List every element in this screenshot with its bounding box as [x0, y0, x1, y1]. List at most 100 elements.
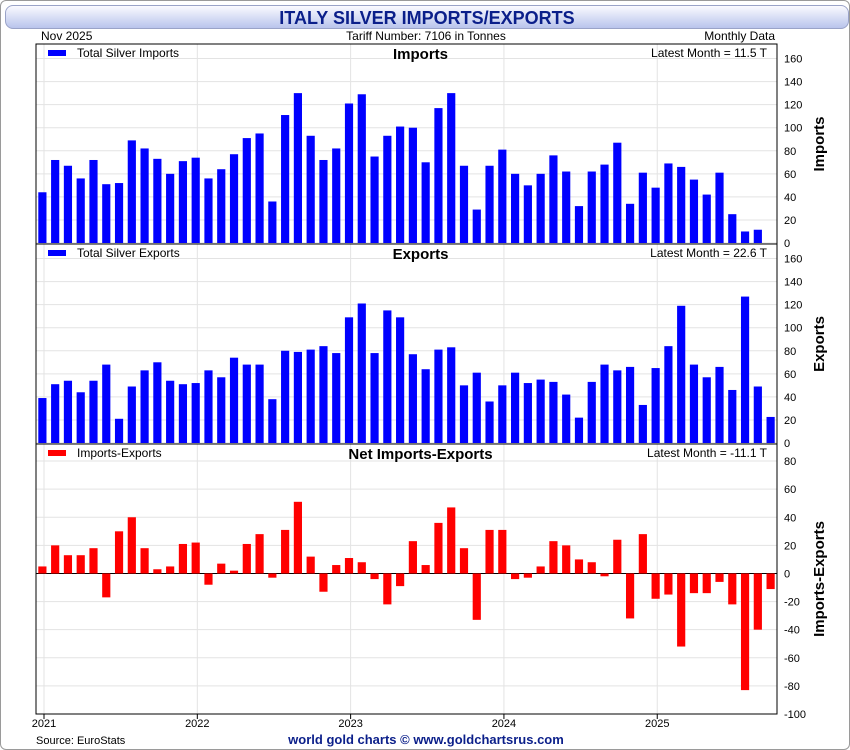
bar-imports: [370, 156, 379, 243]
x-tick-label: 2023: [338, 718, 362, 730]
x-tick-label: 2025: [645, 718, 669, 730]
bar-imports: [166, 173, 175, 243]
bar-imports: [485, 165, 494, 243]
bar-net: [293, 501, 302, 574]
bar-exports: [76, 392, 85, 443]
bar-imports: [281, 115, 290, 243]
bar-net: [178, 543, 188, 574]
legend-swatch-net: [48, 450, 66, 456]
bar-imports: [383, 135, 392, 243]
bar-exports: [51, 384, 60, 443]
bar-imports: [536, 173, 545, 243]
bar-exports: [600, 364, 609, 443]
bar-imports: [689, 179, 699, 243]
bar-exports: [242, 364, 251, 443]
bar-exports: [434, 349, 443, 443]
bar-net: [715, 573, 724, 582]
bar-exports: [370, 353, 379, 443]
y-axis-label-imports: Imports: [811, 116, 828, 171]
bar-net: [166, 566, 175, 574]
bar-net: [370, 573, 379, 580]
y-tick-label: 60: [784, 484, 796, 496]
bar-imports: [76, 178, 85, 243]
bar-exports: [753, 386, 762, 443]
bar-net: [268, 573, 277, 578]
bar-exports: [562, 394, 571, 443]
title-bar: ITALY SILVER IMPORTS/EXPORTS: [5, 5, 849, 29]
bar-exports: [357, 303, 366, 443]
y-tick-label: 80: [784, 346, 796, 358]
y-tick-label: -100: [784, 709, 806, 721]
bar-imports: [357, 94, 366, 243]
bar-exports: [396, 317, 405, 443]
bar-net: [549, 541, 558, 574]
bar-imports: [549, 155, 558, 243]
panel-title-exports: Exports: [393, 246, 449, 263]
bar-imports: [268, 201, 277, 243]
bar-exports: [472, 372, 481, 443]
legend-label-imports: Total Silver Imports: [77, 46, 179, 60]
bar-net: [114, 531, 124, 574]
bar-exports: [63, 380, 73, 443]
bar-net: [498, 529, 507, 574]
bar-exports: [191, 383, 200, 443]
bar-exports: [511, 372, 520, 443]
y-tick-label: 120: [784, 100, 802, 112]
bar-net: [281, 529, 290, 574]
bar-exports: [664, 346, 673, 443]
y-tick-label: 20: [784, 215, 796, 227]
bar-exports: [766, 416, 775, 443]
bar-net: [344, 558, 354, 574]
bar-net: [434, 522, 443, 574]
latest-month-net: Latest Month = -11.1 T: [647, 446, 768, 460]
bar-net: [472, 573, 481, 620]
bar-net: [600, 573, 609, 577]
bar-exports: [383, 310, 392, 443]
bar-exports: [421, 369, 430, 443]
bar-exports: [166, 380, 175, 443]
bar-exports: [204, 370, 213, 443]
bar-exports: [332, 353, 341, 443]
y-tick-label: 100: [784, 323, 802, 335]
bar-net: [689, 573, 699, 594]
bar-exports: [625, 366, 635, 443]
bar-net: [574, 559, 584, 574]
bar-imports: [217, 169, 226, 243]
bar-exports: [536, 379, 545, 443]
bar-imports: [396, 126, 405, 243]
credit-note: world gold charts © www.goldchartsrus.co…: [288, 732, 564, 747]
y-tick-label: 0: [784, 238, 790, 250]
panel-border-net: [35, 443, 778, 715]
bar-imports: [127, 140, 136, 243]
bar-net: [651, 573, 660, 599]
bar-exports: [255, 364, 264, 443]
bar-net: [625, 573, 635, 619]
y-tick-label: 80: [784, 146, 796, 158]
bar-imports: [600, 164, 609, 243]
bar-imports: [140, 148, 149, 243]
y-tick-label: 80: [784, 456, 796, 468]
bar-imports: [178, 161, 188, 243]
bar-exports: [498, 385, 507, 443]
bar-exports: [587, 381, 596, 443]
bar-imports: [306, 135, 315, 243]
bar-net: [319, 573, 328, 592]
bar-imports: [38, 192, 47, 243]
bar-net: [740, 573, 750, 691]
bar-net: [613, 539, 622, 574]
bar-imports: [715, 172, 724, 243]
bar-exports: [178, 384, 188, 443]
bar-net: [332, 565, 341, 574]
y-tick-label: 140: [784, 77, 802, 89]
y-axis-label-net: Imports-Exports: [811, 521, 828, 637]
y-tick-label: 0: [784, 438, 790, 450]
bar-imports: [472, 209, 481, 243]
bar-exports: [740, 296, 750, 443]
bar-exports: [268, 399, 277, 443]
bar-imports: [447, 93, 456, 243]
bar-imports: [229, 154, 239, 243]
bar-imports: [651, 187, 660, 243]
bar-net: [38, 566, 47, 574]
bar-exports: [229, 357, 239, 443]
bar-exports: [344, 317, 354, 443]
